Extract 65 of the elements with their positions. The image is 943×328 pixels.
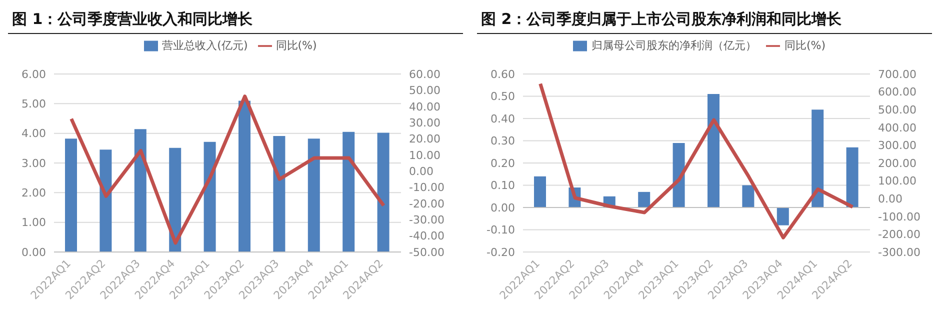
y2-tick-label: 60.00 (409, 68, 440, 81)
bar (742, 185, 754, 208)
y-tick-label: 3.00 (22, 156, 46, 170)
bar (65, 138, 77, 252)
y2-tick-label: 10.00 (409, 148, 440, 162)
bar (308, 138, 320, 252)
y2-tick-label: 100.00 (878, 174, 916, 188)
y2-tick-label: -40.00 (409, 230, 444, 243)
bar (846, 147, 858, 208)
y-tick-label: 0.30 (490, 134, 515, 148)
bar (638, 192, 650, 208)
legend-label: 同比(%) (784, 39, 826, 52)
bar (238, 100, 250, 252)
y2-tick-label: 40.00 (409, 100, 440, 114)
bar (204, 142, 216, 252)
y-tick-label: 5.00 (22, 98, 46, 111)
bar (776, 208, 789, 226)
y2-tick-label: -100.00 (878, 210, 920, 224)
y-tick-label: -0.10 (486, 224, 515, 237)
y2-tick-label: 300.00 (878, 139, 916, 152)
y2-tick-label: -50.00 (409, 246, 444, 259)
y-tick-label: 0.00 (490, 201, 515, 214)
y2-tick-label: 50.00 (409, 84, 440, 98)
legend-label: 归属母公司股东的净利润（亿元） (591, 39, 756, 52)
bar (672, 142, 685, 208)
chart-title: 图 2：公司季度归属于上市公司股东净利润和同比增长 (477, 8, 932, 34)
legend-label: 营业总收入(亿元) (162, 39, 248, 52)
bar (342, 132, 355, 252)
y2-tick-label: 20.00 (409, 132, 440, 146)
y-tick-label: -0.20 (486, 246, 515, 259)
y-tick-label: 0.10 (490, 179, 515, 192)
y2-tick-label: 500.00 (878, 104, 916, 117)
y2-tick-label: 200.00 (878, 156, 916, 170)
bar (273, 136, 286, 252)
legend-label: 同比(%) (276, 39, 317, 52)
bar (812, 110, 824, 208)
line-series (538, 82, 854, 240)
y-tick-label: 0.50 (490, 90, 515, 104)
bar (377, 132, 390, 252)
bar (708, 94, 720, 208)
y2-tick-label: 600.00 (878, 86, 916, 99)
bar (134, 129, 146, 252)
chart-title: 图 1：公司季度营业收入和同比增长 (8, 8, 463, 34)
y-tick-label: 1.00 (22, 216, 46, 230)
y-tick-label: 4.00 (22, 127, 46, 140)
y2-tick-label: 700.00 (878, 68, 916, 81)
y-tick-label: 0.00 (22, 246, 46, 259)
y2-tick-label: -10.00 (409, 181, 444, 194)
bar (169, 148, 182, 252)
y2-tick-label: -300.00 (878, 246, 920, 259)
bar (100, 150, 112, 252)
y2-tick-label: 0.00 (878, 192, 902, 206)
y2-tick-label: 400.00 (878, 121, 916, 134)
y-tick-label: 0.20 (490, 156, 515, 170)
y2-tick-label: -200.00 (878, 228, 920, 242)
y2-tick-label: 30.00 (409, 116, 440, 130)
y-tick-label: 2.00 (22, 186, 46, 200)
line-series (70, 94, 386, 245)
y-tick-label: 0.40 (490, 112, 515, 126)
y2-tick-label: -30.00 (409, 214, 444, 227)
bar (534, 176, 546, 208)
y-tick-label: 6.00 (22, 68, 46, 81)
y-tick-label: 0.60 (490, 68, 515, 81)
y2-tick-label: -20.00 (409, 197, 444, 210)
y2-tick-label: 0.00 (409, 164, 434, 178)
